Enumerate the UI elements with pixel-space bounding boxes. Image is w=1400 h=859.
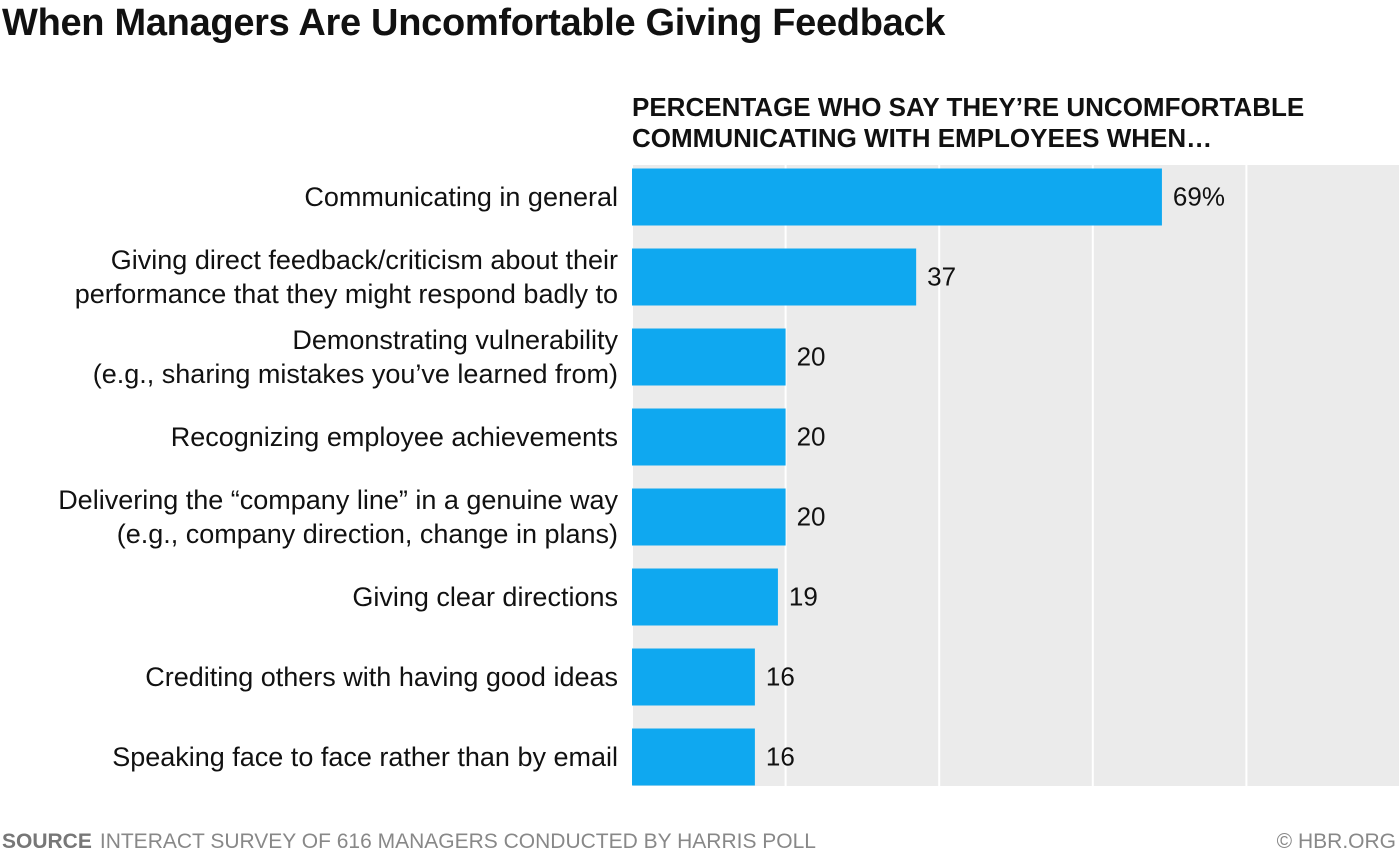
category-label: Giving direct feedback/criticism about t… [74, 245, 618, 309]
category-label: Communicating in general [304, 182, 618, 212]
category-label: Demonstrating vulnerability (e.g., shari… [92, 325, 618, 389]
bar [632, 408, 786, 466]
bar [632, 328, 786, 386]
category-label: Giving clear directions [352, 582, 618, 612]
value-label: 16 [765, 741, 795, 772]
chart-title: When Managers Are Uncomfortable Giving F… [2, 2, 946, 44]
bar [632, 168, 1162, 226]
copyright: © HBR.ORG [1276, 830, 1396, 853]
value-label: 37 [927, 261, 957, 292]
source: SOURCE INTERACT SURVEY OF 616 MANAGERS CO… [2, 830, 816, 854]
bar [632, 648, 755, 706]
category-label: Crediting others with having good ideas [145, 662, 618, 692]
value-label: 19 [788, 581, 818, 612]
bar [632, 728, 755, 786]
value-label: 20 [796, 421, 826, 452]
source-text: INTERACT SURVEY OF 616 MANAGERS CONDUCTE… [99, 830, 816, 853]
bar [632, 488, 786, 546]
chart-subtitle: PERCENTAGE WHO SAY THEY’RE UNCOMFORTABLE… [632, 92, 1305, 153]
category-label: Speaking face to face rather than by ema… [112, 742, 618, 772]
bar [632, 568, 778, 626]
value-label: 69% [1172, 181, 1225, 212]
source-label: SOURCE [2, 830, 92, 853]
category-label: Delivering the “company line” in a genui… [58, 485, 618, 549]
bar [632, 248, 917, 306]
value-label: 16 [765, 661, 795, 692]
value-label: 20 [796, 501, 826, 532]
value-label: 20 [796, 341, 826, 372]
category-label: Recognizing employee achievements [170, 422, 618, 452]
